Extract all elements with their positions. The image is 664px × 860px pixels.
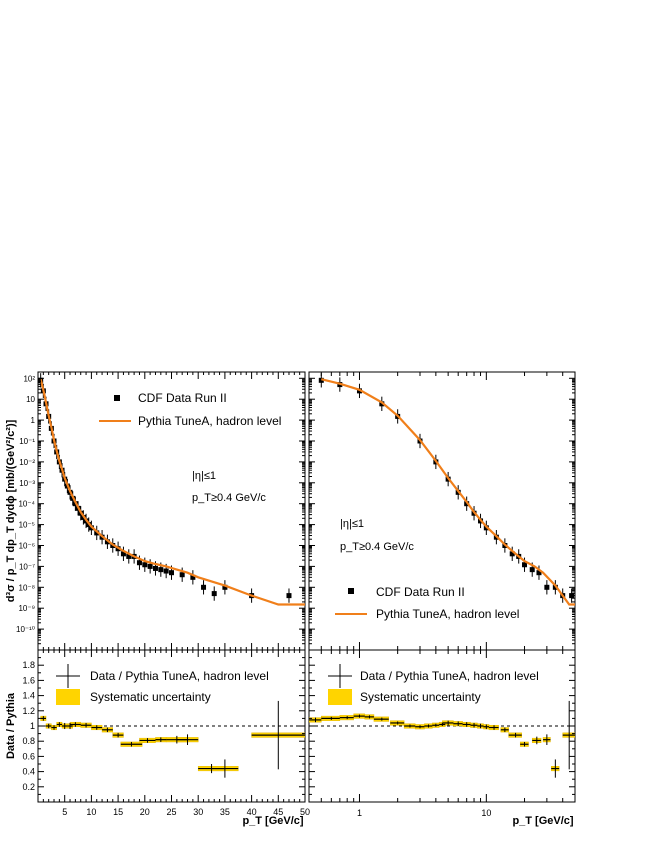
data-point [169, 570, 174, 576]
x-tick-label: 40 [247, 807, 257, 817]
legend-syst-br: Systematic uncertainty [360, 690, 481, 704]
cut-pt-tr: p_T≥0.4 GeV/c [340, 541, 414, 553]
y-tick-label: 10⁻⁵ [19, 521, 35, 530]
cut-pt-tl: p_T≥0.4 GeV/c [192, 492, 266, 504]
legend-ratio-br: Data / Pythia TuneA, hadron level [360, 669, 539, 683]
data-point [179, 572, 185, 578]
y-tick-label: 10⁻³ [19, 479, 35, 488]
data-point [152, 565, 158, 571]
chart-top-left: 10² 10 1 10⁻¹ 10⁻² 10⁻³ 10⁻⁴ 10⁻⁵ 10⁻⁶ 10⁻⁷ 10⁻⁸ 10… [16, 371, 305, 651]
y-tick-label: 1 [31, 416, 36, 425]
y-axis-title-ratio: Data / Pythia [5, 692, 17, 759]
y-tick-label: 10⁻⁷ [19, 562, 35, 571]
x-tick-label: 1 [357, 808, 362, 818]
data-point [569, 593, 575, 599]
legend-syst-bl: Systematic uncertainty [90, 690, 211, 704]
x-tick-label: 5 [62, 807, 67, 817]
data-point [286, 593, 292, 599]
y-tick-label: 10⁻⁴ [18, 500, 35, 509]
y-tick-label: 10 [26, 395, 35, 404]
x-tick-label: 15 [113, 807, 123, 817]
y-tick-label: 10² [23, 374, 35, 383]
data-point [147, 563, 153, 569]
data-point [190, 574, 196, 580]
x-axis-title-left: p_T [GeV/c] [242, 815, 303, 827]
chart-bottom-right: 1 10 [308, 650, 576, 818]
x-tick-label: 30 [193, 807, 203, 817]
y-axis-title-top: d³σ / p_T dp_T dydϕ [mb/(GeV²/c²)] [5, 419, 17, 602]
y-tick-label: 1.8 [22, 660, 35, 670]
y-tick-label: 1.6 [22, 675, 35, 685]
data-point [158, 567, 164, 573]
y-tick-label: 0.2 [22, 782, 35, 792]
y-tick-label: 10⁻⁶ [19, 541, 35, 550]
data-point [529, 567, 535, 573]
data-point [120, 551, 126, 557]
data-point [536, 570, 542, 576]
legend-marker-data-tl [114, 395, 120, 401]
x-tick-label: 25 [166, 807, 176, 817]
x-tick-label: 10 [86, 807, 96, 817]
legend-mc-tr: Pythia TuneA, hadron level [376, 607, 519, 621]
data-point [104, 539, 110, 545]
chart-bottom-left: 0.2 0.4 0.6 0.8 1 1.2 1.4 1.6 1.8 5 10 15 20 25 30 35 40… [22, 650, 310, 817]
data-point [222, 584, 228, 590]
cut-eta-tr: |η|≤1 [340, 518, 364, 530]
data-point [142, 562, 148, 568]
x-tick-label: 35 [220, 807, 230, 817]
plot-area [309, 700, 575, 778]
y-tick-label: 10⁻⁸ [19, 583, 36, 592]
legend-marker-data-tr [348, 588, 354, 594]
y-tick-label: 0.4 [22, 767, 35, 777]
plot-area [38, 700, 305, 778]
data-point [136, 560, 142, 566]
data-point [94, 530, 100, 536]
data-point [163, 568, 169, 574]
x-axis-title-right: p_T [GeV/c] [512, 815, 573, 827]
legend-data-tr: CDF Data Run II [376, 585, 465, 599]
y-tick-label: 10⁻¹⁰ [16, 625, 35, 634]
legend-syst-swatch-bl [56, 689, 80, 705]
x-tick-label: 50 [300, 807, 310, 817]
data-point [126, 553, 132, 559]
data-point [211, 591, 217, 597]
y-tick-label: 10⁻⁹ [18, 604, 35, 613]
chart-top-right [308, 371, 576, 651]
y-tick-label: 10⁻¹ [19, 437, 35, 446]
cut-eta-tl: |η|≤1 [192, 470, 216, 482]
data-point [544, 584, 550, 590]
pythia-curve [321, 378, 575, 606]
y-tick-label: 1.2 [22, 706, 35, 716]
data-point [509, 551, 515, 557]
x-tick-label: 20 [140, 807, 150, 817]
y-tick-label: 10⁻² [19, 458, 35, 467]
data-point [522, 562, 528, 568]
legend-data-tl: CDF Data Run II [138, 391, 227, 405]
y-tick-label: 0.8 [22, 736, 35, 746]
y-tick-label: 1.4 [22, 691, 35, 701]
legend-mc-tl: Pythia TuneA, hadron level [138, 414, 281, 428]
legend-ratio-bl: Data / Pythia TuneA, hadron level [90, 669, 269, 683]
plot-area [318, 373, 575, 606]
y-tick-label: 1 [30, 721, 35, 731]
y-tick-label: 0.6 [22, 751, 35, 761]
legend-syst-swatch-br [328, 689, 352, 705]
x-tick-label: 45 [273, 807, 283, 817]
x-tick-label: 10 [481, 808, 491, 818]
data-point [201, 584, 207, 590]
pythia-curve [39, 378, 305, 606]
plot-area [38, 373, 305, 606]
